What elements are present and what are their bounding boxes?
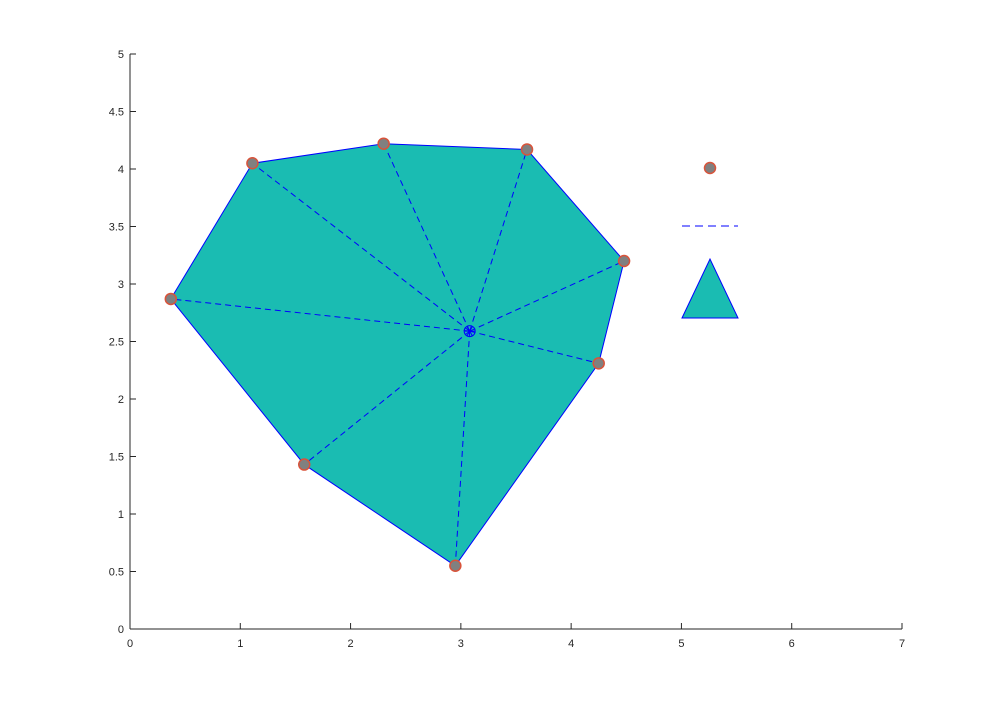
y-tick-label-8: 4 xyxy=(118,164,124,176)
x-ticks: 0 1 2 3 4 5 6 7 xyxy=(127,623,905,650)
x-tick-label-1: 1 xyxy=(237,638,243,650)
data-point-6 xyxy=(449,559,462,572)
x-tick-label-0: 0 xyxy=(127,638,133,650)
y-tick-label-7: 3.5 xyxy=(109,222,124,234)
y-tick-label-3: 1.5 xyxy=(109,452,124,464)
data-point-2 xyxy=(377,137,390,150)
y-tick-label-0: 0 xyxy=(118,624,124,636)
center-point xyxy=(463,325,476,338)
data-point-3 xyxy=(520,143,534,156)
legend-circle-marker xyxy=(703,161,717,175)
y-tick-label-9: 4.5 xyxy=(109,107,124,119)
spoke-line-1 xyxy=(252,162,470,332)
spoke-line-6 xyxy=(454,331,471,566)
data-point-1 xyxy=(246,157,259,170)
spoke-line-2 xyxy=(383,143,471,332)
y-tick-label-6: 3 xyxy=(118,279,124,291)
spoke-line-7 xyxy=(303,330,470,465)
spoke-line-3 xyxy=(469,149,528,332)
spoke-line-0 xyxy=(170,298,470,332)
y-tick-label-5: 2.5 xyxy=(109,337,124,349)
polygon-layer xyxy=(170,143,625,567)
legend xyxy=(681,161,739,319)
spoke-layer xyxy=(170,143,625,566)
x-tick-label-4: 4 xyxy=(568,638,574,650)
data-point-4 xyxy=(617,254,631,268)
filled-polygon xyxy=(170,143,625,567)
y-tick-label-10: 5 xyxy=(118,49,124,61)
center-asterisk-stroke-2 xyxy=(466,326,473,336)
legend-triangle-patch xyxy=(681,257,739,319)
spoke-line-4 xyxy=(469,260,625,332)
point-layer xyxy=(164,137,631,572)
y-tick-label-4: 2 xyxy=(118,394,124,406)
y-tick-label-2: 1 xyxy=(118,509,124,521)
x-tick-label-7: 7 xyxy=(899,638,905,650)
y-tick-label-1: 0.5 xyxy=(109,567,124,579)
data-point-5 xyxy=(592,357,605,370)
data-point-0 xyxy=(164,292,178,306)
x-tick-label-6: 6 xyxy=(789,638,795,650)
x-tick-label-3: 3 xyxy=(458,638,464,650)
spoke-line-5 xyxy=(469,330,599,364)
data-point-7 xyxy=(298,458,311,471)
y-ticks: 0 0.5 1 1.5 2 2.5 3 3.5 4 4.5 5 xyxy=(109,49,136,636)
x-tick-label-5: 5 xyxy=(678,638,684,650)
x-tick-label-2: 2 xyxy=(348,638,354,650)
